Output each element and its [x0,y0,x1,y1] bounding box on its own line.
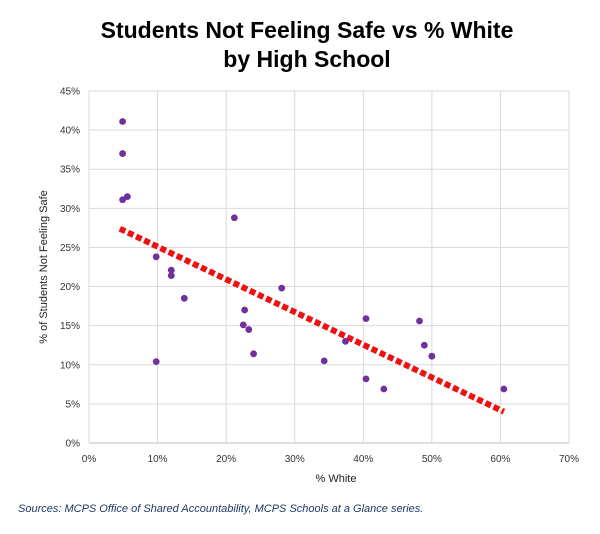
y-tick-label: 15% [60,321,80,332]
data-point [119,150,126,157]
x-tick-label: 0% [82,454,97,465]
x-tick-label: 40% [353,454,373,465]
x-tick-label: 20% [216,454,236,465]
x-tick-label: 70% [559,454,579,465]
source-note: Sources: MCPS Office of Shared Accountab… [18,503,424,515]
data-point [167,272,175,280]
gridlines [88,90,570,444]
data-point [152,253,160,261]
data-point [239,321,247,329]
data-point [241,306,249,314]
x-tick-label: 30% [285,454,305,465]
data-point [124,193,131,201]
y-tick-label: 35% [60,165,80,176]
chart-title-line2: by High School [223,46,391,72]
y-tick-label: 30% [60,204,80,215]
data-point [362,375,370,383]
data-point [245,326,253,333]
data-point [342,337,349,345]
y-axis-ticks: 0% 5% 10% 15% 20% 25% 30% 35% 40% 45% [60,87,80,450]
data-points [119,118,508,393]
data-point [380,385,388,393]
trendline [118,225,506,415]
data-point [278,284,286,292]
y-tick-label: 45% [60,87,80,98]
data-point [362,315,370,323]
data-point [119,196,126,204]
data-point [320,357,328,365]
y-axis-label: % of Students Not Feeling Safe [38,190,50,343]
y-tick-label: 25% [60,243,80,254]
x-tick-label: 60% [490,454,510,465]
data-point [230,214,238,222]
x-axis-ticks: 0% 10% 20% 30% 40% 50% 60% 70% [82,454,579,465]
data-point [428,352,436,360]
chart-title: Students Not Feeling Safe vs % White by … [0,16,600,74]
data-point [152,358,160,366]
data-point [416,317,423,325]
x-tick-label: 50% [422,454,442,465]
data-point [500,385,508,393]
x-tick-label: 10% [148,454,168,465]
data-point [420,341,428,349]
trendline-group [118,225,506,415]
chart-title-line1: Students Not Feeling Safe vs % White [100,17,514,43]
y-tick-label: 0% [66,439,81,450]
x-axis-label: % White [316,473,357,485]
y-tick-label: 5% [66,399,81,410]
y-tick-label: 40% [60,126,80,137]
data-point [167,266,175,274]
data-point [119,118,126,125]
data-point [250,350,257,358]
data-point [180,294,188,302]
y-tick-label: 20% [60,282,80,293]
y-tick-label: 10% [60,360,80,371]
